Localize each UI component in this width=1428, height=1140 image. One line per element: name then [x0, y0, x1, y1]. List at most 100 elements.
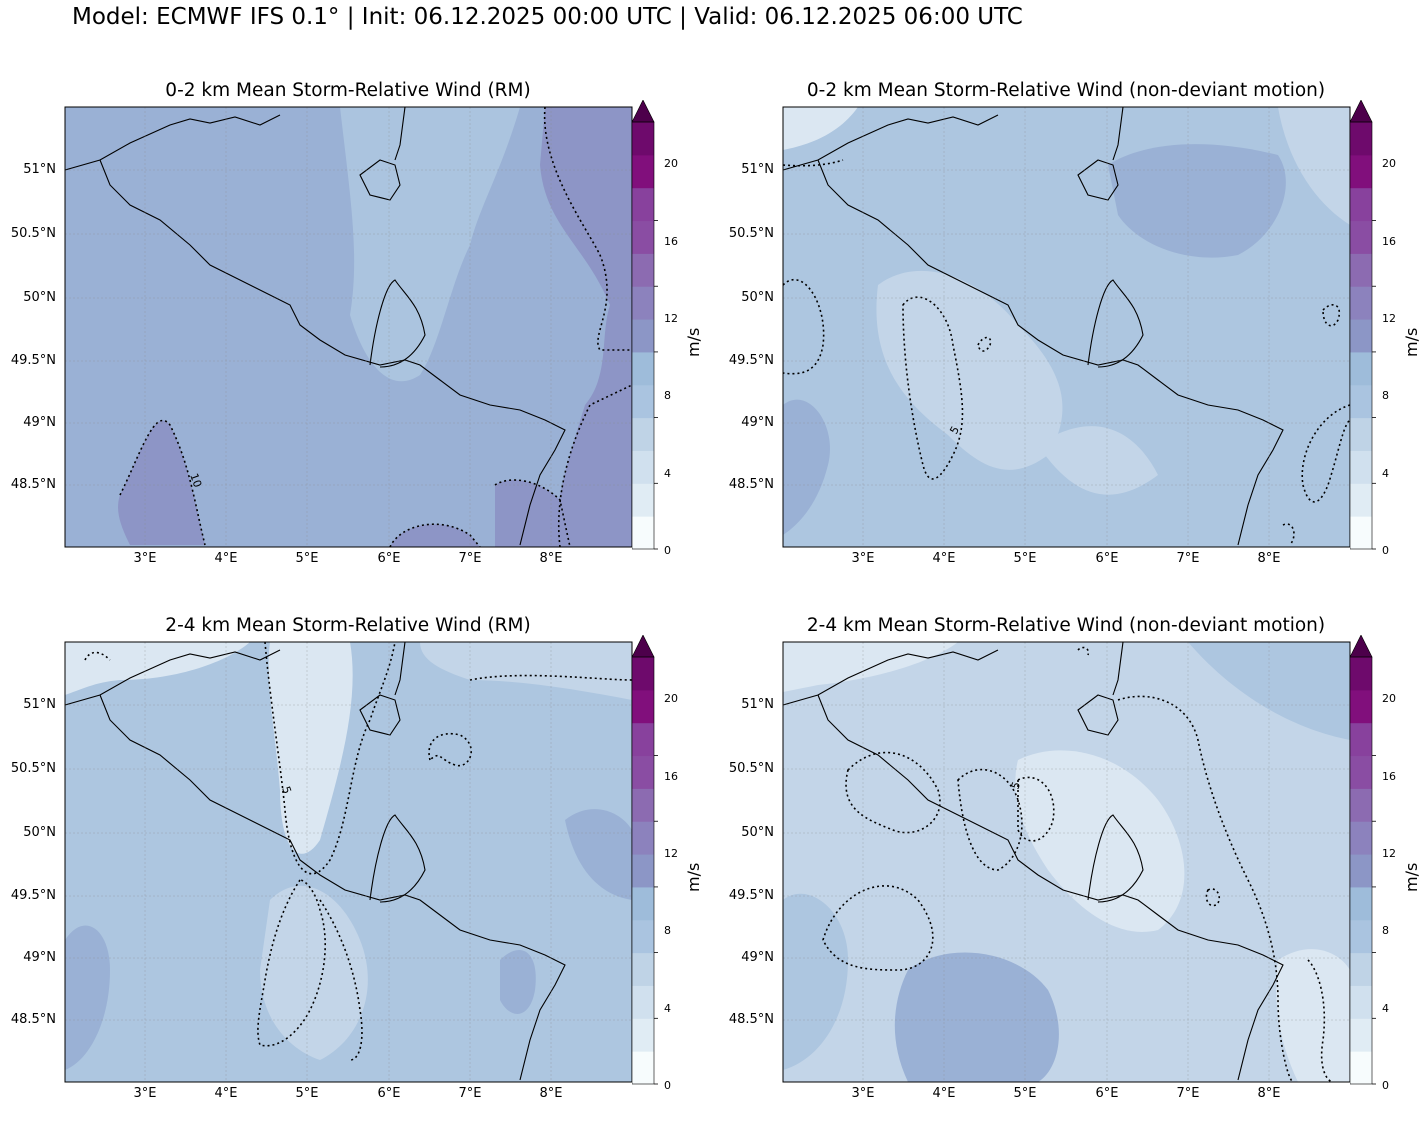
panel-2-4km-nondeviant: 2-4 km Mean Storm-Relative Wind (non-dev… [718, 615, 1421, 1140]
colorbar-bin [632, 1018, 654, 1052]
colorbar-bin [1350, 516, 1372, 550]
colorbar-tick: 0 [664, 544, 671, 557]
lon-label: 7°E [1176, 1086, 1200, 1101]
lat-label: 50.5°N [10, 761, 56, 776]
lon-label: 7°E [458, 1086, 482, 1101]
colorbar [1350, 635, 1376, 1085]
colorbar-bin [1350, 821, 1372, 855]
colorbar-bin [632, 755, 654, 789]
lat-label: 49.5°N [10, 353, 56, 368]
colorbar [632, 100, 658, 550]
colorbar-bin [632, 952, 654, 986]
map-canvas: 5 [782, 106, 1351, 548]
colorbar-bin [1350, 220, 1372, 254]
colorbar-bin [1350, 450, 1372, 484]
colorbar-bin [1350, 483, 1372, 517]
colorbar-tick: 20 [1382, 692, 1396, 705]
colorbar-extend-arrow [632, 100, 655, 123]
colorbar-tick: 4 [664, 467, 671, 480]
colorbar-bin [1350, 919, 1372, 954]
colorbar-extend-arrow [1350, 635, 1373, 658]
colorbar-bin [1350, 351, 1372, 386]
lat-label: 48.5°N [10, 1012, 56, 1027]
colorbar-tick: 16 [1382, 770, 1396, 783]
lon-label: 4°E [214, 1086, 238, 1101]
colorbar-bin [1350, 187, 1372, 222]
colorbar-bin [632, 122, 654, 156]
panel-title: 0-2 km Mean Storm-Relative Wind (non-dev… [806, 80, 1326, 101]
colorbar-bin [632, 154, 654, 189]
lon-label: 6°E [1095, 551, 1119, 566]
lon-label: 5°E [295, 551, 319, 566]
colorbar-tick: 8 [664, 389, 671, 402]
lat-label: 49°N [741, 415, 774, 430]
panel-title: 2-4 km Mean Storm-Relative Wind (non-dev… [806, 615, 1326, 636]
lon-label: 4°E [214, 551, 238, 566]
colorbar-bin [632, 516, 654, 550]
lon-label: 3°E [133, 551, 157, 566]
lat-label: 49.5°N [728, 353, 774, 368]
colorbar-bin [1350, 722, 1372, 757]
colorbar-bin [632, 854, 654, 888]
lat-label: 48.5°N [10, 477, 56, 492]
colorbar-bin [632, 286, 654, 320]
colorbar-tick: 0 [1382, 544, 1389, 557]
colorbar-tick: 16 [664, 235, 678, 248]
panel-title: 0-2 km Mean Storm-Relative Wind (RM) [165, 80, 531, 101]
colorbar-bin [1350, 253, 1372, 287]
lon-label: 8°E [539, 1086, 563, 1101]
colorbar-tick: 4 [1382, 467, 1389, 480]
colorbar-bin [632, 788, 654, 822]
colorbar-bin [1350, 886, 1372, 921]
colorbar-bin [1350, 788, 1372, 822]
colorbar-bin [632, 689, 654, 724]
colorbar-tick: 16 [1382, 235, 1396, 248]
lon-label: 7°E [458, 551, 482, 566]
contour-label: 5 [279, 785, 294, 796]
colorbar-bin [632, 417, 654, 451]
colorbar-tick: 12 [664, 847, 678, 860]
colorbar-bin [1350, 1018, 1372, 1052]
colorbar-unit: m/s [684, 862, 703, 892]
colorbar-tick: 0 [1382, 1079, 1389, 1092]
colorbar-bin [632, 886, 654, 921]
colorbar [1350, 100, 1376, 550]
lon-label: 5°E [295, 1086, 319, 1101]
colorbar-tick: 20 [1382, 157, 1396, 170]
lat-label: 48.5°N [728, 1012, 774, 1027]
lon-label: 8°E [1257, 1086, 1281, 1101]
lon-label: 4°E [932, 551, 956, 566]
colorbar [632, 635, 658, 1085]
colorbar-unit: m/s [1402, 862, 1421, 892]
figure-title: Model: ECMWF IFS 0.1° | Init: 06.12.2025… [72, 4, 1023, 30]
colorbar-bin [632, 253, 654, 287]
lon-label: 8°E [539, 551, 563, 566]
colorbar-tick: 12 [664, 312, 678, 325]
lat-label: 49.5°N [728, 888, 774, 903]
lon-label: 5°E [1013, 1086, 1037, 1101]
colorbar-bin [632, 319, 654, 353]
colorbar-frame [1350, 121, 1373, 550]
lat-label: 50°N [741, 825, 774, 840]
colorbar-bin [632, 450, 654, 484]
lon-label: 6°E [377, 1086, 401, 1101]
lon-label: 6°E [377, 551, 401, 566]
colorbar-bin [632, 821, 654, 855]
colorbar-tick: 4 [1382, 1002, 1389, 1015]
lon-label: 4°E [932, 1086, 956, 1101]
lat-label: 50°N [23, 825, 56, 840]
lon-label: 6°E [1095, 1086, 1119, 1101]
colorbar-frame [1350, 656, 1373, 1085]
colorbar-bin [1350, 122, 1372, 156]
lat-label: 50.5°N [728, 226, 774, 241]
lon-label: 7°E [1176, 551, 1200, 566]
colorbar-bin [632, 722, 654, 757]
colorbar-bin [632, 919, 654, 954]
lon-label: 3°E [133, 1086, 157, 1101]
colorbar-tick: 20 [664, 692, 678, 705]
colorbar-bin [1350, 854, 1372, 888]
colorbar-bin [1350, 657, 1372, 691]
colorbar-extend-arrow [632, 635, 655, 658]
contour-label: 5 [1009, 780, 1024, 791]
colorbar-tick: 16 [664, 770, 678, 783]
